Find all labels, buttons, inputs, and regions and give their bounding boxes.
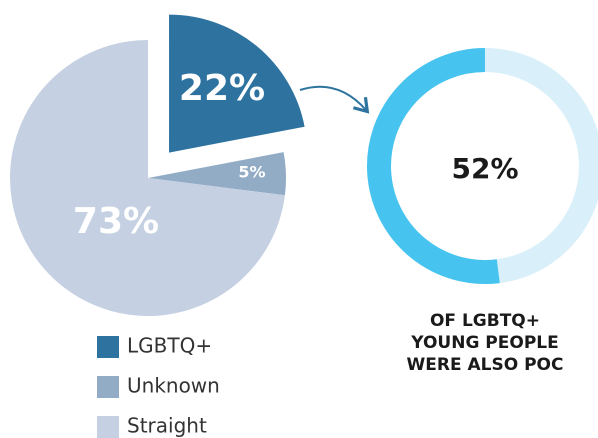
donut-caption: OF LGBTQ+ YOUNG PEOPLE WERE ALSO POC <box>406 311 564 375</box>
legend-swatch <box>97 376 119 398</box>
legend-label: Unknown <box>127 374 220 398</box>
legend-label: LGBTQ+ <box>127 334 212 358</box>
donut-arc <box>367 48 500 284</box>
pie-slice <box>148 152 286 196</box>
donut-label: 52% <box>451 152 518 185</box>
pie-slice <box>169 14 305 153</box>
legend-swatch <box>97 416 119 438</box>
legend-swatch <box>97 336 119 358</box>
slice-label: 5% <box>238 163 265 182</box>
slice-label: 22% <box>179 68 265 109</box>
arrow <box>299 85 370 114</box>
legend-label: Straight <box>127 414 207 438</box>
pie-slice <box>10 40 285 316</box>
slice-label: 73% <box>73 201 159 242</box>
